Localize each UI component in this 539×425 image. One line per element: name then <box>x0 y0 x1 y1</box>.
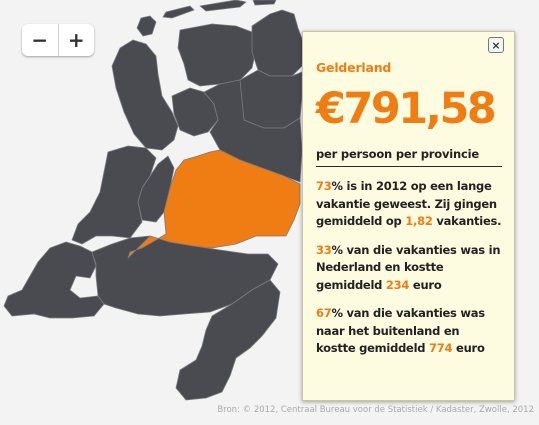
stat-text: % van die vakanties was in Nederland en … <box>316 242 501 292</box>
close-button[interactable]: × <box>488 37 504 53</box>
stat-value: 33 <box>316 242 332 257</box>
province-name: Gelderland <box>316 60 392 75</box>
info-panel: × Gelderland €791,58 per persoon per pro… <box>302 31 515 401</box>
province-overijssel[interactable] <box>203 79 303 183</box>
stat-text: euro <box>452 341 485 355</box>
province-limburg[interactable] <box>175 279 281 401</box>
zoom-in-button[interactable]: + <box>57 24 95 56</box>
stat-paragraph: 33% van die vakanties was in Nederland e… <box>316 242 502 295</box>
province-groningen[interactable] <box>251 9 305 77</box>
stat-value: 774 <box>429 341 453 355</box>
stat-paragraph: 73% is in 2012 op een lange vakantie gew… <box>316 178 502 231</box>
province-friesland[interactable] <box>177 23 257 87</box>
stat-value: 67 <box>316 306 332 320</box>
province-zeeland[interactable] <box>3 241 105 319</box>
stat-text: % van die vakanties was naar het buitenl… <box>316 306 485 355</box>
stat-text: vakanties. <box>432 214 502 228</box>
stat-text: euro <box>409 277 442 292</box>
wadden-island-texel[interactable] <box>136 15 157 37</box>
stat-text: % is in 2012 op een lange vakantie gewee… <box>316 179 497 228</box>
province-flevoland[interactable] <box>171 87 219 137</box>
stat-value: 1,82 <box>405 214 433 228</box>
stat-value: 234 <box>385 277 410 292</box>
source-credit: Bron: © 2012, Centraal Bureau voor de St… <box>217 405 534 415</box>
stat-paragraph: 67% van die vakanties was naar het buite… <box>316 305 502 358</box>
zoom-control: − + <box>22 24 94 56</box>
spending-amount: €791,58 <box>316 84 497 134</box>
wadden-island-ameland[interactable] <box>252 0 277 6</box>
stats-list: 73% is in 2012 op een lange vakantie gew… <box>316 178 502 358</box>
stat-value: 73 <box>316 179 332 193</box>
province-noord-holland[interactable] <box>111 39 179 151</box>
wadden-island-vlieland[interactable] <box>162 5 195 19</box>
province-gelderland[interactable] <box>127 149 301 259</box>
wadden-island-terschelling[interactable] <box>199 0 247 12</box>
province-zuid-holland[interactable] <box>71 145 157 245</box>
amount-subtitle: per persoon per provincie <box>316 147 502 167</box>
zoom-out-button[interactable]: − <box>31 28 49 52</box>
